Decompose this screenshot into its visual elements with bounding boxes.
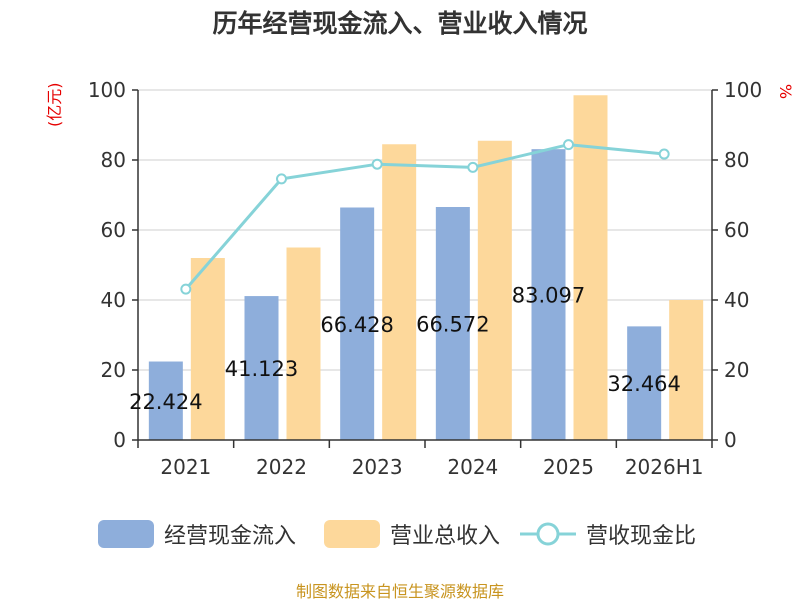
legend-item-cash-ratio[interactable]: 营收现金比 (520, 514, 696, 554)
bar-cash-inflow (531, 149, 566, 440)
bar-revenue (382, 144, 417, 440)
legend-label-cash-inflow: 经营现金流入 (164, 524, 297, 549)
source-note: 制图数据来自恒生聚源数据库 (295, 582, 504, 601)
point-cash-ratio (276, 173, 287, 185)
legend-item-revenue[interactable]: 营业总收入 (324, 514, 500, 554)
legend-label-revenue: 营业总收入 (390, 524, 501, 549)
right-axis-tick-label: 60 (724, 218, 749, 242)
legend-swatch-revenue (324, 520, 380, 548)
right-axis-tick-label: 40 (724, 288, 749, 312)
legend-swatch-cash-ratio (520, 522, 576, 546)
x-axis-tick-label: 2026H1 (625, 455, 704, 479)
point-cash-ratio (563, 139, 574, 151)
bar-cash-inflow (148, 361, 183, 440)
right-axis-tick-label: 0 (724, 428, 737, 452)
data-label-cash-inflow: 66.572 (416, 312, 489, 336)
left-axis-tick-label: 20 (101, 358, 126, 382)
data-label-cash-inflow: 41.123 (225, 357, 298, 381)
bar-revenue (477, 140, 512, 440)
bar-revenue (286, 247, 321, 440)
data-label-cash-inflow: 83.097 (512, 284, 585, 308)
x-axis-tick-label: 2024 (447, 455, 498, 479)
point-cash-ratio (467, 161, 479, 173)
bar-cash-inflow (244, 296, 279, 440)
point-cash-ratio (371, 158, 383, 170)
bar-revenue (573, 95, 608, 440)
legend-swatch-cash-inflow (98, 520, 154, 548)
bar-cash-inflow (340, 207, 375, 440)
bar-revenue (190, 258, 225, 440)
right-axis-tick-label: 100 (724, 78, 762, 102)
x-axis-tick-label: 2025 (543, 455, 594, 479)
bar-revenue (669, 300, 704, 440)
left-axis-tick-label: 0 (113, 428, 126, 452)
chart-legend: 经营现金流入 营业总收入 营收现金比 (0, 514, 800, 554)
chart-title: 历年经营现金流入、营业收入情况 (212, 9, 588, 38)
x-axis-tick-label: 2022 (256, 455, 307, 479)
data-label-cash-inflow: 66.428 (320, 313, 393, 337)
right-axis-tick-label: 80 (724, 148, 749, 172)
bar-cash-inflow (435, 206, 470, 440)
data-label-cash-inflow: 22.424 (129, 390, 202, 414)
point-cash-ratio (180, 283, 192, 295)
right-axis-tick-label: 20 (724, 358, 749, 382)
left-axis-tick-label: 100 (88, 78, 126, 102)
legend-item-cash-inflow[interactable]: 经营现金流入 (98, 514, 296, 554)
x-axis-tick-label: 2023 (352, 455, 403, 479)
legend-label-cash-ratio: 营收现金比 (586, 524, 697, 549)
left-axis-tick-label: 80 (101, 148, 126, 172)
bar-cash-inflow (627, 326, 662, 440)
line-cash-ratio (184, 143, 665, 291)
point-cash-ratio (658, 148, 670, 160)
data-label-cash-inflow: 32.464 (607, 372, 680, 396)
left-axis-tick-label: 40 (101, 288, 126, 312)
x-axis-tick-label: 2021 (160, 455, 211, 479)
left-axis-tick-label: 60 (101, 218, 126, 242)
